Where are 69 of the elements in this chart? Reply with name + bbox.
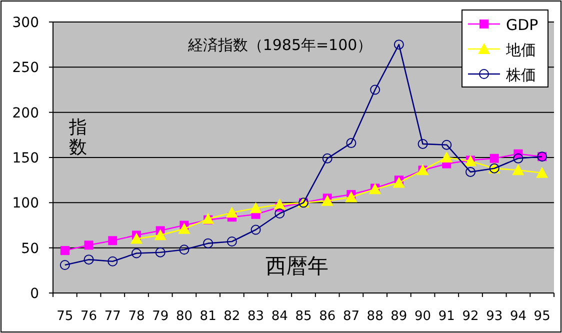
x-tick-label: 86 [319,309,336,324]
point [203,238,214,248]
x-tick-label: 92 [462,309,479,324]
point [179,244,190,255]
x-tick-label: 75 [56,309,74,324]
point [130,232,142,244]
point [466,166,476,177]
point [84,240,94,250]
x-tick-label: 81 [200,309,216,324]
point [322,153,332,164]
x-axis-title: 西暦年 [266,254,328,278]
x-tick-label: 87 [342,309,360,324]
x-tick-label: 76 [80,309,98,324]
x-tick-label: 80 [176,309,192,324]
x-tick-label: 79 [152,309,169,324]
legend-label: GDP [506,16,538,34]
x-tick-label: 85 [295,309,312,324]
x-tick-label: 82 [224,309,240,324]
y-tick-label: 0 [30,286,39,302]
point [154,229,166,240]
point [108,256,118,266]
x-tick-label: 77 [104,309,121,324]
point [226,206,238,218]
point [108,236,118,246]
point [394,40,404,50]
x-tick-label: 88 [366,309,384,324]
point [440,152,453,162]
x-tick-label: 95 [534,309,550,324]
point [274,198,286,210]
point [202,212,214,224]
point [345,191,358,202]
point [321,194,334,206]
point [513,153,524,164]
y-axis-title: 指数 [68,117,87,158]
point [250,224,261,235]
x-tick-label: 91 [438,309,455,324]
point [274,208,285,219]
point [392,176,405,188]
point [536,166,548,178]
point [370,84,380,95]
point [490,154,499,163]
x-tick-label: 94 [510,309,526,324]
point [60,260,70,270]
point [155,247,166,258]
point [178,222,190,234]
point [250,202,262,214]
point [442,140,452,150]
point [84,254,94,265]
y-tick-label: 250 [12,60,39,76]
y-tick-label: 100 [12,196,39,212]
x-tick-label: 89 [390,309,408,324]
x-tick-label: 84 [271,309,288,324]
point [226,236,237,247]
x-tick-label: 83 [248,309,264,324]
x-tick-label: 93 [486,309,503,324]
x-tick-label: 78 [128,309,145,324]
text: 経済指数（1985年=100） [186,36,372,54]
point [346,138,356,148]
y-tick-label: 50 [21,240,39,257]
legend-label: 株価 [505,66,536,84]
point [418,138,428,149]
point [60,246,70,256]
x-tick-label: 90 [414,309,432,324]
y-tick-label: 300 [12,15,39,31]
point [132,248,142,258]
point [512,164,524,176]
y-tick-label: 150 [12,150,39,166]
legend-label: 地価 [505,41,536,59]
y-tick-label: 200 [12,105,39,122]
